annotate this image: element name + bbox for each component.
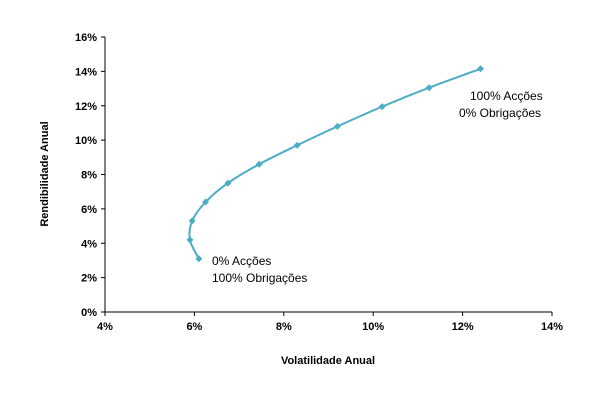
- y-tick-label: 14%: [75, 66, 97, 78]
- x-tick-label: 14%: [541, 321, 563, 333]
- x-tick-label: 12%: [452, 321, 474, 333]
- series-line: [188, 67, 481, 260]
- data-point: [333, 122, 341, 130]
- annotation-bottom-line1: 0% Acções: [212, 254, 271, 268]
- data-point: [224, 179, 232, 187]
- y-tick-label: 10%: [75, 135, 97, 147]
- y-tick-label: 4%: [81, 238, 97, 250]
- y-tick-label: 12%: [75, 101, 97, 113]
- x-tick-label: 8%: [276, 321, 292, 333]
- y-tick-label: 2%: [81, 273, 97, 285]
- y-tick-label: 16%: [75, 32, 97, 44]
- y-axis-title: Rendibilidade Anual: [39, 121, 51, 226]
- annotation-top: 100% Acções 0% Obrigações: [459, 89, 543, 120]
- data-point: [255, 160, 263, 168]
- y-tick-label: 8%: [81, 170, 97, 182]
- y-tick-label: 0%: [81, 307, 97, 319]
- x-axis-title: Volatilidade Anual: [281, 355, 375, 367]
- x-tick-label: 4%: [97, 321, 113, 333]
- data-point: [378, 103, 386, 111]
- data-point: [425, 84, 433, 92]
- x-tick-label: 6%: [186, 321, 202, 333]
- annotation-top-line1: 100% Acções: [470, 89, 543, 103]
- data-point: [476, 65, 484, 73]
- annotation-bottom: 0% Acções 100% Obrigações: [212, 254, 307, 285]
- y-tick-label: 6%: [81, 204, 97, 216]
- data-point: [293, 141, 301, 149]
- annotation-top-line2: 0% Obrigações: [459, 106, 541, 120]
- data-point: [186, 236, 194, 244]
- series-markers: [186, 65, 484, 263]
- data-point: [202, 198, 210, 206]
- x-tick-label: 10%: [362, 321, 384, 333]
- annotation-bottom-line2: 100% Obrigações: [212, 271, 307, 285]
- data-point: [188, 217, 196, 225]
- axis-ticks: 4% 6% 8% 10% 12% 14% 0% 2% 4% 6% 8% 10% 12% 14% 16%: [75, 32, 563, 333]
- data-point: [195, 255, 203, 263]
